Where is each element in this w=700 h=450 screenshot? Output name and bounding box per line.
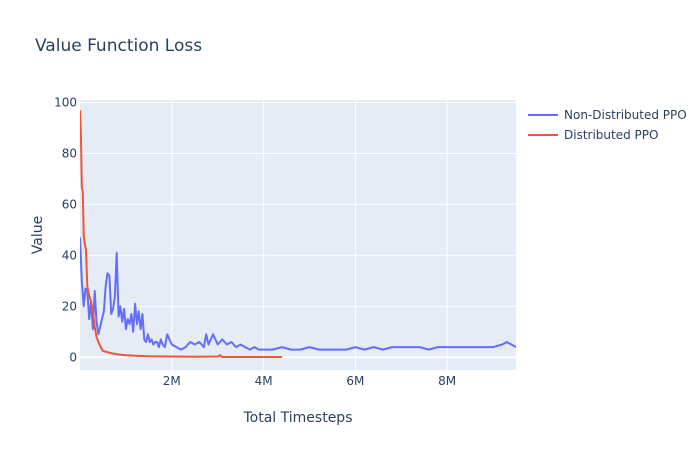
x-axis-title: Total Timesteps xyxy=(243,410,353,426)
series-lines xyxy=(80,110,516,358)
legend-item-1[interactable]: Distributed PPO xyxy=(528,128,658,142)
series-line-1 xyxy=(80,110,282,358)
legend-label: Non-Distributed PPO xyxy=(564,108,687,122)
grid-lines xyxy=(80,100,516,370)
legend-item-0[interactable]: Non-Distributed PPO xyxy=(528,108,687,122)
x-tick-label: 4M xyxy=(255,374,273,388)
y-axis-title: Value xyxy=(30,216,46,254)
x-axis-ticks: 2M 4M 6M 8M xyxy=(163,374,456,388)
legend[interactable]: Non-Distributed PPO Distributed PPO xyxy=(528,108,687,142)
y-tick-label: 20 xyxy=(62,299,77,313)
y-tick-label: 40 xyxy=(62,248,77,262)
y-tick-label: 60 xyxy=(62,197,77,211)
x-tick-label: 6M xyxy=(346,374,364,388)
legend-label: Distributed PPO xyxy=(564,128,658,142)
x-tick-label: 2M xyxy=(163,374,181,388)
y-tick-label: 100 xyxy=(54,96,77,110)
chart-title: Value Function Loss xyxy=(35,36,202,56)
x-tick-label: 8M xyxy=(438,374,456,388)
y-tick-label: 80 xyxy=(62,146,77,160)
plot-area xyxy=(80,100,516,370)
y-tick-label: 0 xyxy=(69,350,77,364)
series-line-0 xyxy=(80,237,516,351)
y-axis-ticks: 0 20 40 60 80 100 xyxy=(54,96,77,365)
